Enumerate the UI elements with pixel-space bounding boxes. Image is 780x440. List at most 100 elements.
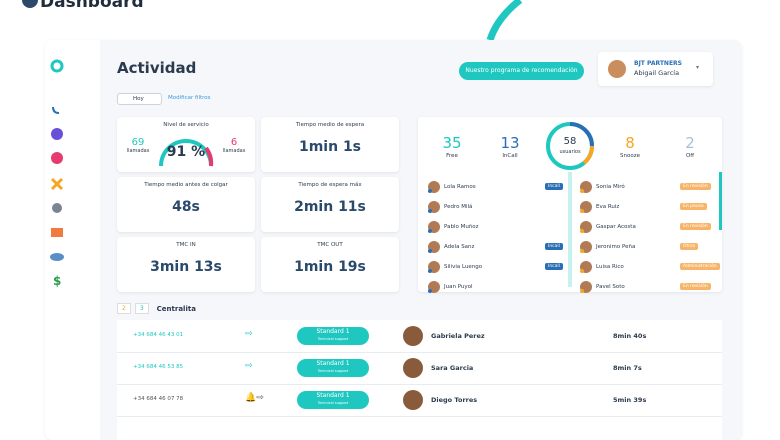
answered-label: llamadas	[126, 148, 150, 154]
status-value: 35	[442, 134, 462, 152]
agent-status	[580, 189, 584, 193]
card-label: TMC IN	[176, 242, 196, 248]
answered-value: 69	[131, 137, 145, 148]
queue-name: Standard 1	[316, 328, 350, 335]
agent-tag: En revisión	[680, 283, 711, 290]
sidebar-icons[interactable]: $	[45, 40, 100, 340]
card-value: 3min 13s	[150, 259, 222, 275]
agent-tag: En revisión	[680, 223, 711, 230]
tab-active[interactable]: 3	[134, 303, 149, 314]
total-value: 58	[563, 136, 577, 147]
status-value: 13	[500, 134, 520, 152]
agent-tag: En revisión	[680, 183, 711, 190]
referral-button[interactable]: Nuestro programa de recomendación	[459, 62, 584, 80]
card-label: Nivel de servicio	[163, 122, 209, 128]
queue-sub: Technical support	[317, 337, 349, 341]
metric-card: TMC IN 3min 13s	[117, 237, 255, 292]
row-divider	[117, 384, 722, 385]
status-label: InCall	[502, 153, 518, 159]
agent-status	[428, 189, 432, 193]
card-label: Tiempo medio de espera	[295, 122, 365, 128]
agent-status	[428, 249, 432, 253]
queue-name: Standard 1	[316, 392, 350, 399]
modify-filters[interactable]: Modificar filtros	[168, 95, 211, 101]
agent-name: Pedro Milá	[444, 204, 473, 210]
user-name: Abigail García	[634, 69, 680, 77]
agent-avatar	[403, 326, 423, 346]
metric-card: Tiempo de espera máx 2min 11s	[261, 177, 399, 232]
card-label: Tiempo de espera máx	[298, 182, 362, 188]
agent-status	[428, 209, 432, 213]
queue-name: Standard 1	[316, 360, 350, 367]
agent-avatar	[403, 390, 423, 410]
tab-waiting[interactable]: 2	[117, 303, 131, 314]
agent-tag: Incall	[545, 263, 563, 270]
card-label: Tiempo medio antes de colgar	[144, 182, 228, 188]
call-agent: Gabriela Perez	[431, 332, 485, 340]
transfer-icon[interactable]: 🔔⇨	[245, 393, 264, 403]
status-label: Off	[685, 153, 695, 159]
call-phone: +34 684 46 43 01	[133, 332, 184, 338]
svg-text:$: $	[53, 274, 61, 288]
lost-label: llamadas	[222, 148, 246, 154]
status-donut	[546, 122, 595, 170]
transfer-icon[interactable]: ⇨	[245, 361, 253, 371]
agent-name: Luisa Rico	[596, 264, 624, 270]
agent-name: Lola Ramos	[444, 184, 476, 190]
agent-name: Adela Sanz	[444, 244, 475, 250]
status-value: 2	[685, 134, 695, 152]
agent-status	[428, 229, 432, 233]
metric-card: Tiempo medio antes de colgar 48s	[117, 177, 255, 232]
agent-tag: Administración	[680, 263, 720, 270]
card-value: 48s	[172, 199, 200, 215]
agent-tag: En pausa	[680, 203, 707, 210]
row-divider	[117, 352, 722, 353]
queue-pill	[297, 391, 369, 409]
agent-name: Eva Ruiz	[596, 204, 620, 210]
call-phone: +34 684 46 53 85	[133, 364, 184, 370]
header-title: Dashboard	[40, 0, 144, 12]
agent-status	[428, 289, 432, 293]
agent-avatar	[403, 358, 423, 378]
metric-card: TMC OUT 1min 19s	[261, 237, 399, 292]
call-agent: Diego Torres	[431, 396, 478, 404]
agent-name: Pablo Muñoz	[444, 224, 479, 230]
agent-status	[580, 289, 584, 293]
metric-card: Tiempo medio de espera 1min 1s	[261, 117, 399, 172]
agent-name: Juan Puyol	[444, 284, 473, 290]
agent-name: Gaspar Acosta	[596, 224, 636, 230]
agent-name: Pavel Soto	[596, 284, 625, 290]
call-duration: 5min 39s	[613, 396, 647, 404]
agent-tag: Incall	[545, 183, 563, 190]
queue-pill	[297, 327, 369, 345]
status-label: Snooze	[620, 153, 640, 159]
call-duration: 8min 40s	[613, 332, 647, 340]
agent-name: Sonia Miró	[596, 184, 625, 190]
card-value: 2min 11s	[294, 199, 366, 215]
queue-sub: Technical support	[317, 401, 349, 405]
agent-status	[580, 229, 584, 233]
card-value: 1min 19s	[294, 259, 366, 275]
date-filter[interactable]: Hoy	[117, 93, 162, 105]
status-panel: 58 usuarios	[418, 117, 722, 292]
call-duration: 8min 7s	[613, 364, 642, 372]
agent-status	[580, 269, 584, 273]
service-percent: 91 %	[166, 144, 206, 160]
user-company: BJT PARTNERS	[634, 60, 682, 67]
calls-tabs: 2 3 Centralita	[117, 303, 196, 314]
queue-pill	[297, 359, 369, 377]
agent-status	[580, 209, 584, 213]
calls-title: Centralita	[156, 304, 196, 313]
agent-status	[428, 269, 432, 273]
agent-status	[580, 249, 584, 253]
agent-tag: Otros	[680, 243, 699, 250]
page-title: Actividad	[117, 59, 197, 77]
agent-tag: Incall	[545, 243, 563, 250]
status-value: 8	[625, 134, 635, 152]
transfer-icon[interactable]: ⇨	[245, 329, 253, 339]
user-menu[interactable]: BJT PARTNERS Abigail García ▾	[598, 52, 713, 86]
card-label: TMC OUT	[317, 242, 343, 248]
agent-name: Silivia Luengo	[444, 264, 483, 270]
